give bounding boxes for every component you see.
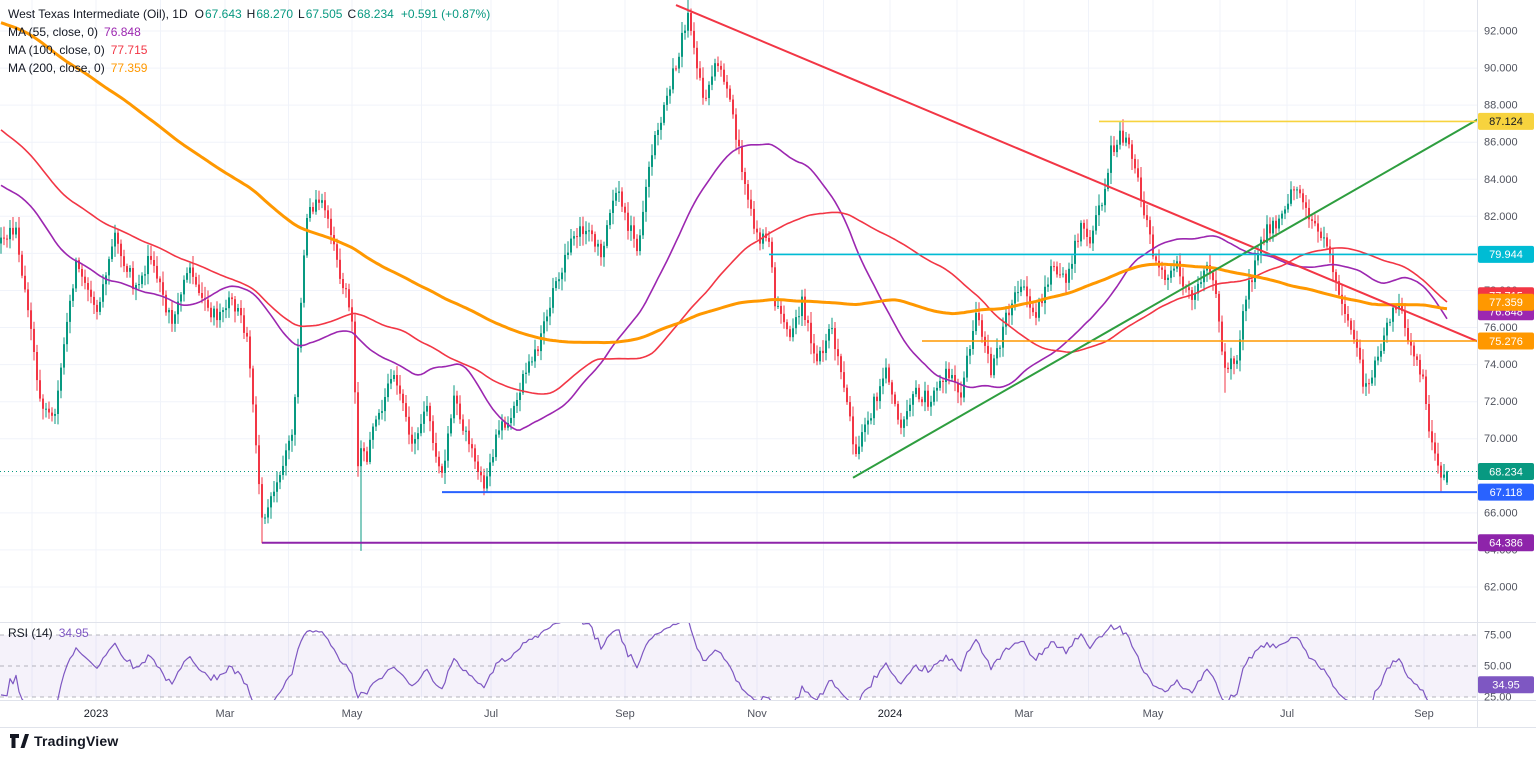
ma200-label: MA (200, close, 0) <box>8 61 105 75</box>
price-badge: 67.118 <box>1478 483 1534 501</box>
svg-text:64.386: 64.386 <box>1489 538 1523 550</box>
main-legend: West Texas Intermediate (Oil), 1D O67.64… <box>8 5 490 77</box>
symbol-title[interactable]: West Texas Intermediate (Oil), 1D <box>8 7 188 21</box>
svg-text:Sep: Sep <box>1414 708 1434 720</box>
svg-text:70.000: 70.000 <box>1484 433 1518 445</box>
svg-text:82.000: 82.000 <box>1484 211 1518 223</box>
price-level-lines[interactable] <box>262 120 1477 544</box>
ma200-legend-row[interactable]: MA (200, close, 0) 77.359 <box>8 59 490 77</box>
svg-text:84.000: 84.000 <box>1484 174 1518 186</box>
time-gridlines <box>31 0 1425 700</box>
svg-text:90.000: 90.000 <box>1484 63 1518 75</box>
svg-text:88.000: 88.000 <box>1484 100 1518 112</box>
price-badge: 79.944 <box>1478 245 1534 263</box>
svg-text:May: May <box>342 708 363 720</box>
close-value: C68.234 <box>347 7 394 21</box>
svg-text:34.95: 34.95 <box>1492 680 1520 692</box>
price-badge: 68.234 <box>1478 463 1534 480</box>
ma55-value: 76.848 <box>104 25 141 39</box>
rsi-legend[interactable]: RSI (14) 34.95 <box>8 626 89 640</box>
svg-text:87.124: 87.124 <box>1489 116 1523 128</box>
svg-text:Mar: Mar <box>1015 708 1034 720</box>
svg-text:92.000: 92.000 <box>1484 26 1518 38</box>
svg-text:68.234: 68.234 <box>1489 466 1523 478</box>
tradingview-logo-text[interactable]: TradingView <box>34 733 119 749</box>
symbol-legend-row: West Texas Intermediate (Oil), 1D O67.64… <box>8 5 490 23</box>
rsi-pane <box>0 623 1477 700</box>
high-value: H68.270 <box>246 7 294 21</box>
svg-text:Sep: Sep <box>615 708 635 720</box>
rsi-line <box>0 623 1429 700</box>
ma55-label: MA (55, close, 0) <box>8 25 99 39</box>
time-axis-labels: 2023 Mar May Jul Sep Nov 2024 Mar May Jul Sep <box>84 708 1434 720</box>
svg-text:79.944: 79.944 <box>1489 249 1523 261</box>
price-badge: 34.95 <box>1478 676 1534 694</box>
ma100-line <box>0 129 1448 395</box>
rsi-value: 34.95 <box>58 626 89 640</box>
trendlines[interactable] <box>675 4 1480 479</box>
svg-text:Jul: Jul <box>1280 708 1294 720</box>
change-value: +0.591 (+0.87%) <box>400 7 491 21</box>
ma200-line <box>0 21 1448 345</box>
footer-bar: TradingView <box>10 733 118 749</box>
price-badge: 64.386 <box>1478 534 1534 552</box>
svg-text:67.118: 67.118 <box>1490 487 1523 499</box>
svg-text:Nov: Nov <box>747 708 767 720</box>
svg-text:2023: 2023 <box>84 708 108 720</box>
svg-text:62.000: 62.000 <box>1484 582 1518 594</box>
ma55-legend-row[interactable]: MA (55, close, 0) 76.848 <box>8 23 490 41</box>
svg-text:77.359: 77.359 <box>1489 297 1523 309</box>
ma55-line <box>0 143 1448 431</box>
svg-text:Jul: Jul <box>484 708 498 720</box>
svg-text:75.276: 75.276 <box>1489 336 1523 348</box>
svg-text:66.000: 66.000 <box>1484 507 1518 519</box>
svg-text:May: May <box>1143 708 1164 720</box>
price-badge: 77.359 <box>1478 293 1534 311</box>
moving-average-lines <box>0 21 1448 431</box>
svg-text:25.00: 25.00 <box>1484 692 1512 704</box>
svg-text:86.000: 86.000 <box>1484 137 1518 149</box>
svg-text:2024: 2024 <box>878 708 902 720</box>
open-value: O67.643 <box>194 7 242 21</box>
ma100-legend-row[interactable]: MA (100, close, 0) 77.715 <box>8 41 490 59</box>
low-value: L67.505 <box>298 7 343 21</box>
price-badge: 87.124 <box>1478 112 1534 130</box>
svg-text:74.000: 74.000 <box>1484 359 1518 371</box>
ma100-label: MA (100, close, 0) <box>8 43 105 57</box>
svg-text:76.000: 76.000 <box>1484 322 1518 334</box>
rsi-label: RSI (14) <box>8 626 53 640</box>
ma200-value: 77.359 <box>110 61 148 75</box>
svg-text:75.00: 75.00 <box>1484 630 1512 642</box>
tradingview-logo-icon[interactable] <box>10 734 29 748</box>
svg-text:72.000: 72.000 <box>1484 396 1518 408</box>
svg-text:50.00: 50.00 <box>1484 661 1512 673</box>
ma100-value: 77.715 <box>110 43 148 57</box>
svg-text:Mar: Mar <box>216 708 235 720</box>
price-badge: 75.276 <box>1478 332 1534 350</box>
